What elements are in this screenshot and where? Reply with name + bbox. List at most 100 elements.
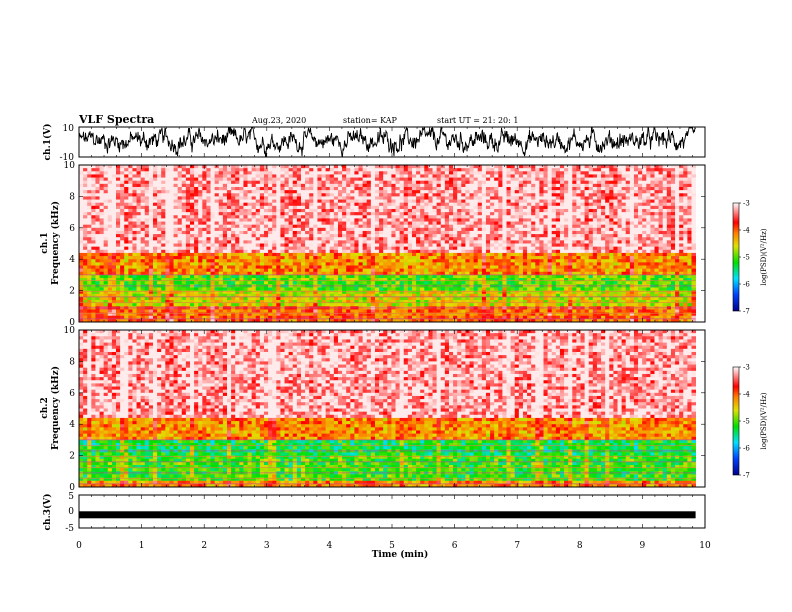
spectrogram-cell [255,303,261,307]
spectrogram-cell [87,240,92,244]
spectrogram-cell [128,205,133,210]
spectrogram-cell [280,215,285,219]
spectrogram-cell [411,208,417,213]
spectrogram-cell [329,274,335,279]
spectrogram-cell [374,268,380,273]
spectrogram-cell [420,186,425,191]
spectrogram-cell [99,218,105,222]
spectrogram-cell [333,218,339,222]
spectrogram-cell [416,287,421,291]
spectrogram-cell [243,318,248,323]
spectrogram-cell [296,274,302,279]
spectrogram-cell [161,218,166,222]
spectrogram-cell [276,224,281,229]
spectrogram-cell [259,287,265,291]
spectrogram-cell [342,309,347,313]
spectrogram-cell [222,293,228,298]
spectrogram-cell [288,252,294,257]
spectrogram-cell [428,300,433,304]
spectrogram-cell [173,218,179,222]
spectrogram-cell [165,227,170,232]
spectrogram-cell [362,215,368,219]
spectrogram-cell [218,262,224,266]
spectrogram-cell [342,177,347,182]
spectrogram-cell [337,296,343,301]
spectrogram-cell [333,230,339,235]
spectrogram-cell [436,262,442,266]
spectrogram-cell [305,303,310,307]
spectrogram-cell [177,218,183,222]
spectrogram-cell [243,234,248,238]
spectrogram-cell [157,259,162,263]
spectrogram-cell [185,227,191,232]
spectrogram-cell [181,268,187,273]
spectrogram-cell [202,290,207,295]
spectrogram-cell [292,234,298,238]
spectrogram-cell [185,177,191,182]
spectrogram-cell [206,180,211,185]
spectrogram-cell [383,180,388,185]
spectrogram-cell [140,212,146,216]
spectrogram-cell [235,190,240,194]
spectrogram-cell [424,227,429,232]
spectrogram-cell [226,296,232,301]
spectrogram-cell [379,240,384,244]
spectrogram-cell [420,171,425,175]
spectrogram-cell [317,293,322,298]
spectrogram-cell [436,265,442,270]
spectrogram-cell [300,218,306,222]
spectrogram-cell [440,265,446,270]
spectrogram-cell [448,268,454,273]
spectrogram-cell [403,234,409,238]
spectrogram-cell [432,256,438,260]
spectrogram-cell [366,193,372,197]
spectrogram-cell [144,293,150,298]
spectrogram-cell [362,234,368,238]
spectrogram-cell [218,265,224,270]
spectrogram-cell [440,177,446,182]
spectrogram-cell [420,303,425,307]
spectrogram-cell [296,249,302,254]
spectrogram-cell [346,237,351,241]
spectrogram-cell [231,227,236,232]
spectrogram-cell [292,243,298,248]
spectrogram-cell [259,237,265,241]
spectrogram-cell [280,205,285,210]
spectrogram-cell [296,168,302,172]
spectrogram-cell [128,281,133,285]
spectrogram-cell [152,218,158,222]
spectrogram-cell [321,265,327,270]
spectrogram-cell [440,312,446,317]
spectrogram-cell [469,281,475,285]
spectrogram-cell [305,296,310,301]
spectrogram-cell [366,312,372,317]
spectrogram-cell [107,290,113,295]
spectrogram-cell [317,274,322,279]
spectrogram-cell [87,303,92,307]
spectrogram-cell [284,230,290,235]
spectrogram-cell [428,199,433,204]
spectrogram-cell [379,271,384,276]
spectrogram-cell [276,174,281,178]
spectrogram-cell [214,227,220,232]
spectrogram-cell [124,168,129,172]
spectrogram-cell [387,224,392,229]
spectrogram-cell [329,303,335,307]
spectrogram-cell [379,208,384,213]
spectrogram-cell [243,183,248,188]
spectrogram-cell [111,168,117,172]
spectrogram-cell [465,312,470,317]
spectrogram-cell [280,293,285,298]
spectrogram-cell [214,205,220,210]
spectrogram-cell [276,256,281,260]
spectrogram-cell [432,309,438,313]
spectrogram-cell [83,249,88,254]
spectrogram-cell [403,186,409,191]
spectrogram-cell [391,177,396,182]
spectrogram-cell [350,215,355,219]
spectrogram-cell [300,193,306,197]
spectrogram-cell [107,168,113,172]
spectrogram-cell [292,218,298,222]
spectrogram-cell [440,249,446,254]
spectrogram-cell [461,287,466,291]
